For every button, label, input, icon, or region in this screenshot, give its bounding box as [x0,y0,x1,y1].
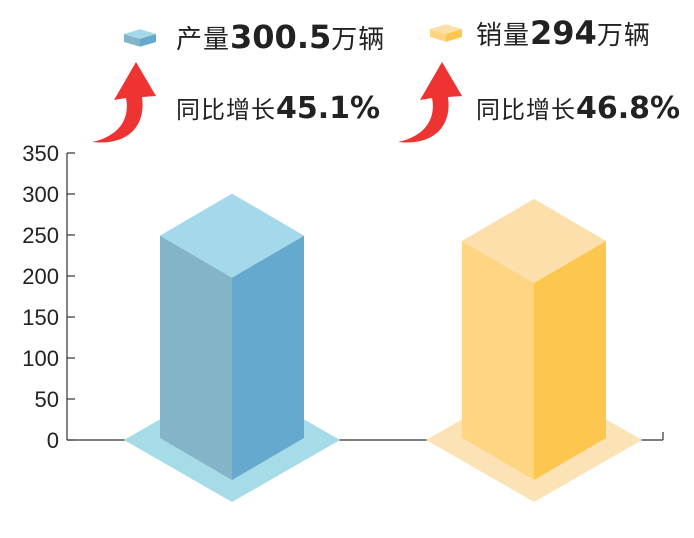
legend-production-cube-icon-left [124,34,140,47]
bar-production-top-face [160,193,304,278]
legend-sales-value: 294 [530,14,597,52]
bars [124,193,642,502]
legend-production-value: 300.5 [230,18,332,56]
growth-sales: 同比增长46.8% [476,90,680,126]
bar-production-left-face [160,235,232,480]
growth-sales-label: 同比增长 [476,96,576,124]
legend-icons [92,24,462,143]
growth-production: 同比增长45.1% [176,90,380,126]
y-tick-label-0: 0 [47,428,59,453]
legend-sales-unit: 万辆 [596,20,651,51]
legend-production-prefix: 产量 [176,24,231,55]
legend-production-unit: 万辆 [331,24,386,55]
y-tick-label-200: 200 [22,264,59,289]
y-tick-label-150: 150 [22,305,59,330]
y-tick-label-100: 100 [22,346,59,371]
legend-production-cube-icon-top [124,29,156,39]
y-tick-label-300: 300 [22,182,59,207]
bar-sales-right-face [534,240,606,480]
y-tick-label-350: 350 [22,141,59,166]
bar-sales-top-face [462,198,606,283]
growth-production-label: 同比增长 [176,96,276,124]
legend-sales-cube-icon-left [430,29,446,42]
growth-sales-value: 46.8% [576,91,681,126]
axis: 0 50 100 150 200 250 300 350 [22,141,664,453]
legend-production-cube-icon-right [140,34,156,47]
y-tick-label-50: 50 [35,387,59,412]
growth-production-value: 45.1% [276,91,381,126]
legend-sales-cube-icon-right [446,29,462,42]
growth-production-arrow-icon [92,62,156,143]
growth-sales-arrow-icon [398,62,462,143]
bar-sales-left-face [462,240,534,480]
y-tick-label-250: 250 [22,223,59,248]
legend-sales: 销量 294 万辆 [476,14,651,52]
legend-production: 产量 300.5 万辆 [176,18,385,56]
legend-sales-prefix: 销量 [476,20,531,51]
bar-production-right-face [232,235,304,480]
